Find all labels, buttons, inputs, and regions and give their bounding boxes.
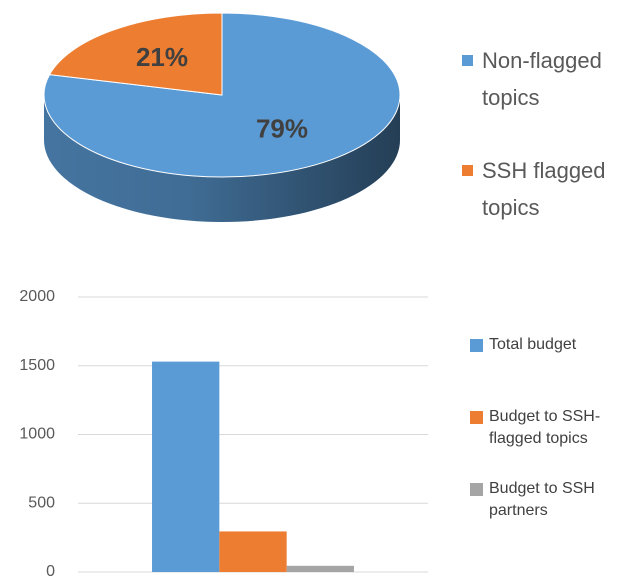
y-tick-label: 1000 xyxy=(19,426,55,443)
legend-label: Budget to SSH partners xyxy=(489,480,595,519)
pie-side-shade xyxy=(44,95,400,222)
legend-label: SSH flagged topics xyxy=(482,158,606,220)
legend-label: Total budget xyxy=(489,336,577,353)
legend-item: Total budget xyxy=(470,334,617,356)
legend-swatch xyxy=(470,339,483,352)
legend-item: Budget to SSH-flagged topics xyxy=(470,406,617,450)
data-label: 79% xyxy=(256,114,308,144)
bar xyxy=(219,531,287,572)
y-tick-label: 2000 xyxy=(19,288,55,305)
legend-item: Non-flagged topics xyxy=(462,42,632,116)
y-tick-label: 500 xyxy=(28,494,55,511)
legend-item: SSH flagged topics xyxy=(462,152,632,226)
legend-swatch xyxy=(462,165,473,176)
legend-item: Budget to SSH partners xyxy=(470,478,617,522)
bar xyxy=(286,565,354,572)
data-label: 21% xyxy=(136,42,188,72)
y-tick-label: 0 xyxy=(46,563,55,576)
legend-label: Budget to SSH-flagged topics xyxy=(489,408,601,447)
legend-swatch xyxy=(462,55,473,66)
legend-swatch xyxy=(470,483,483,496)
pie-slice xyxy=(43,12,401,178)
bar xyxy=(152,361,220,572)
y-tick-label: 1500 xyxy=(19,357,55,374)
legend-swatch xyxy=(470,411,483,424)
pie-slice xyxy=(48,12,223,96)
legend-label: Non-flagged topics xyxy=(482,48,602,110)
